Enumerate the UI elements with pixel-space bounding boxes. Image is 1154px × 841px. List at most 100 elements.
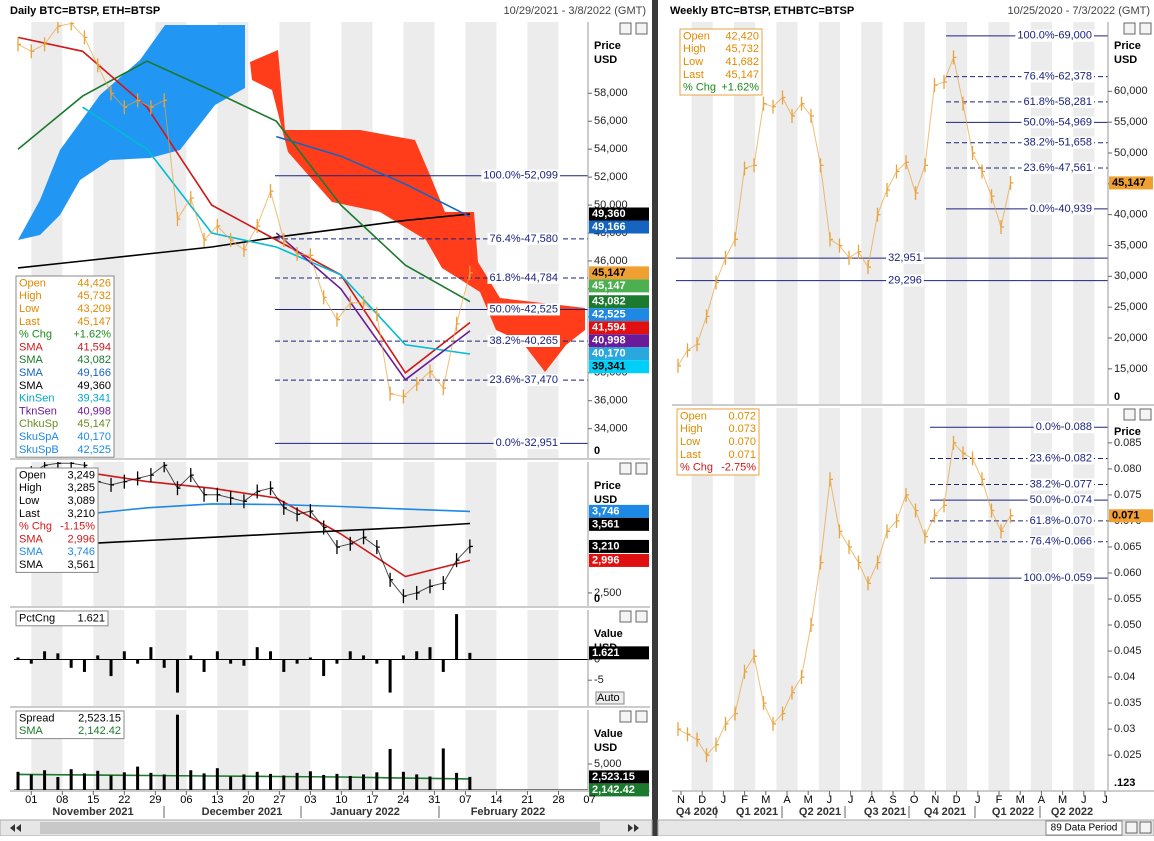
x-tick-label: J [848,794,854,806]
panel-button [635,710,648,723]
axis-label: Price [1114,40,1141,52]
histogram-bar [122,651,126,660]
legend-value: 3,746 [67,546,95,558]
stripe [465,462,497,606]
fib-label-bg [493,437,560,450]
fib-label-bg [487,303,560,316]
footer-button [1139,821,1152,834]
x-tick-label: 31 [428,794,440,806]
y-tick-label: 0.085 [1114,437,1142,449]
legend-value: 42,525 [77,444,111,456]
value-tag [589,279,649,293]
x-tick-label: 24 [397,794,409,806]
legend-name: SMA [19,546,44,558]
y-tick-label: 52,000 [594,171,628,183]
window-divider [652,0,658,836]
histogram-bar [455,614,459,660]
x-tick-label: A [1038,794,1046,806]
histogram-bar [242,774,246,790]
stripe [279,610,311,706]
value-tag-label: 40,998 [592,335,626,347]
data-period-box [1045,820,1123,836]
stripe [527,462,559,606]
value-tag-label: 45,147 [1112,177,1146,189]
histogram-bar [375,659,379,664]
stripe [818,408,840,790]
legend-name: Open [683,30,710,42]
ichimoku-cloud [250,50,585,372]
legend-name: Last [680,449,701,461]
fib-label: 23.6%-47,561 [1024,162,1093,174]
fib-label-bg [487,271,560,284]
value-tag [589,504,649,518]
histogram-bar [282,659,286,672]
histogram-bar [215,768,219,790]
fib-label: 100.0%-0.059 [1024,572,1093,584]
fib-label: 100.0%-52,099 [483,170,558,182]
plot-area [17,462,559,606]
price-line [677,441,1011,756]
histogram-bar [282,775,286,790]
x-tick-label: N [931,794,939,806]
histogram-bar [229,659,233,664]
value-tag [1109,176,1153,190]
legend-name: SMA [19,559,44,571]
y-tick-label: 0.050 [1114,619,1142,631]
legend-name: SMA [19,354,44,366]
legend-value: 2,142.42 [78,725,121,737]
y-tick-label: 30,000 [1114,270,1148,282]
legend-name: Open [19,277,46,289]
y-tick-label: 0 [594,653,600,665]
scroll-arrow [10,824,21,832]
legend-name: % Chg [19,521,52,533]
value-tag-label: 2,523.15 [592,771,635,783]
x-tick-label: 21 [521,794,533,806]
value-tag-label: 43,082 [592,296,626,308]
level-label: 32,951 [888,252,922,264]
histogram-bar [122,772,126,790]
axis-unit: USD [594,494,617,506]
legend-name: High [19,290,42,302]
legend-value: +1.62% [73,329,111,341]
y-tick-label: 5,000 [594,758,622,770]
y-tick-label: 0.035 [1114,697,1142,709]
histogram-bar [136,659,140,664]
fib-label: 100.0%-69,000 [1017,30,1092,42]
axis-label: Value [594,628,623,640]
y-tick-label: 35,000 [1114,239,1148,251]
legend-value: 45,147 [725,69,759,81]
axis-unit: USD [1114,54,1137,66]
histogram-bar [215,651,219,660]
legend-name: High [19,482,42,494]
left-range: 10/29/2021 - 3/8/2022 (GMT) [504,5,646,17]
indicator-line [82,106,471,355]
fib-label-bg [1027,478,1094,491]
value-tag-label: 0.071 [1112,510,1140,522]
value-tag [589,334,649,348]
stripe [155,610,187,706]
scroll-arrow [628,824,639,832]
histogram-bar [149,772,153,790]
x-tick-label: 03 [304,794,316,806]
value-tag-label: 3,746 [592,505,620,517]
y-tick-label: 20,000 [1114,332,1148,344]
price-line [677,55,1011,367]
histogram-bar [428,776,432,790]
x-tick-label: 29 [149,794,161,806]
legend-value: 3,249 [67,469,95,481]
legend-box [15,710,125,740]
plot-area [17,22,588,458]
histogram-bar [69,659,73,668]
legend-name: PctCng [19,612,55,624]
fib-label: 23.6%-37,470 [490,374,559,386]
histogram-bar [202,659,206,672]
quarter-label: Q4 2021 [924,806,966,818]
legend-value: 40,170 [77,431,111,443]
axis-unit: USD [594,742,617,754]
ichimoku-cloud [18,25,245,240]
legend-name: Spread [19,712,54,724]
histogram-bar [468,776,472,790]
quarter-label: Q4 2020 [676,806,718,818]
histogram-bar [242,659,246,666]
stripe [341,22,373,458]
